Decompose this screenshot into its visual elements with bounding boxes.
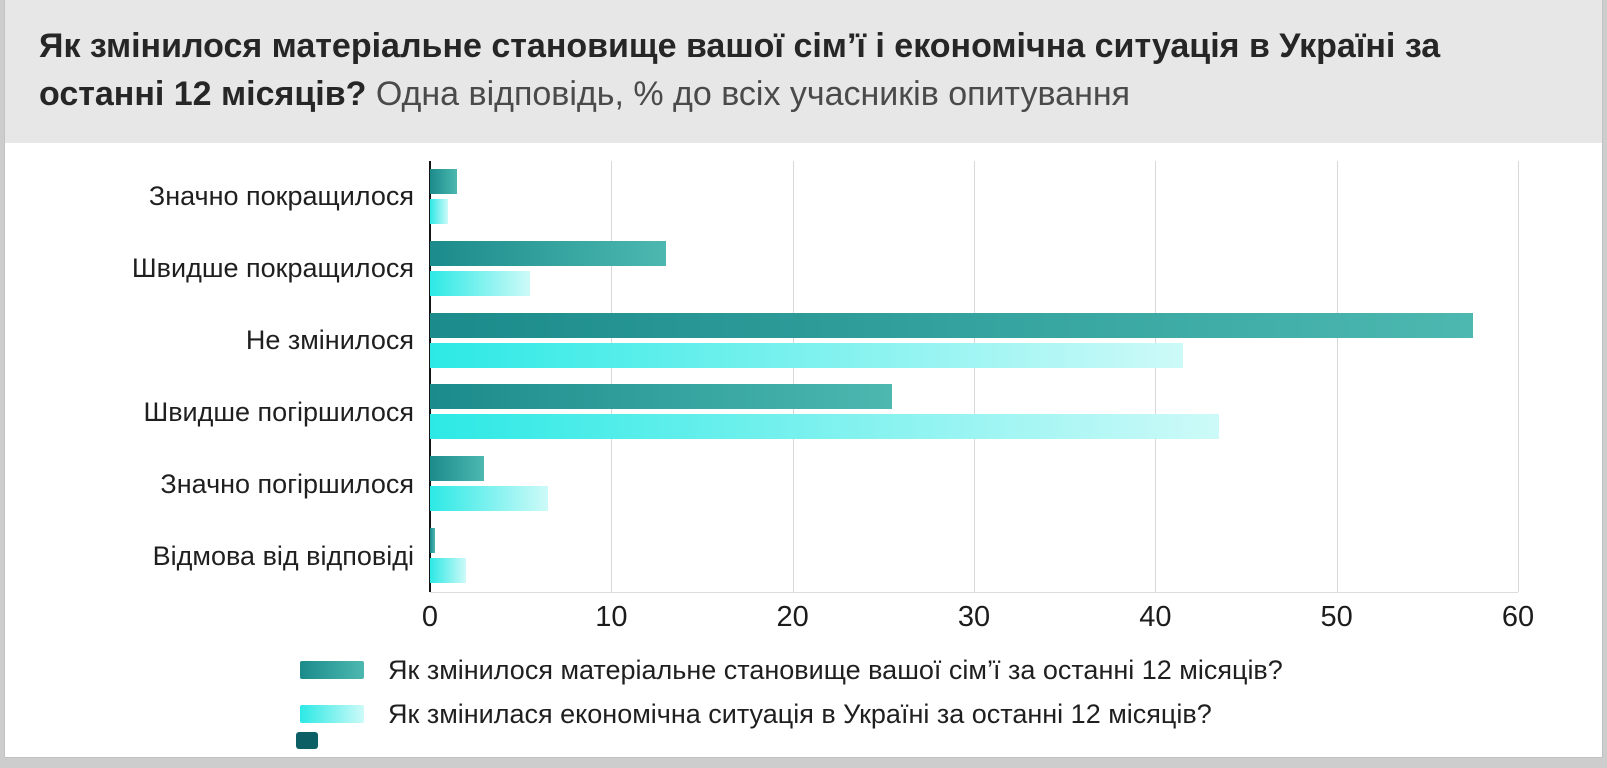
chart-title-band: Як змінилося матеріальне становище вашої… — [5, 0, 1602, 143]
bar-series-1 — [430, 168, 458, 194]
category-label: Швидше погіршилося — [143, 397, 414, 428]
legend-swatch — [300, 661, 364, 680]
bar-series-2 — [430, 558, 467, 584]
chart-title: Як змінилося матеріальне становище вашої… — [39, 27, 1441, 114]
category-label: Не змінилося — [245, 325, 414, 356]
bar-group — [430, 376, 1518, 448]
legend-swatch — [300, 705, 364, 724]
gridline — [1518, 160, 1519, 592]
x-tick-label: 60 — [1501, 600, 1535, 633]
bar-series-2 — [430, 270, 530, 296]
x-tick-label: 0 — [421, 600, 439, 633]
x-tick-label: 20 — [776, 600, 809, 633]
legend-item: Як змінилася економічна ситуація в Украї… — [300, 699, 1562, 730]
legend-label: Як змінилася економічна ситуація в Украї… — [388, 698, 1212, 729]
category-label: Швидше покращилося — [131, 253, 414, 284]
axis-zero-line — [429, 160, 431, 592]
category-label: Відмова від відповіді — [152, 541, 414, 572]
bar-series-2 — [430, 198, 449, 224]
category-label: Значно покращилося — [148, 181, 414, 212]
legend-label: Як змінилося матеріальне становище вашої… — [388, 654, 1283, 685]
plot-area — [429, 160, 1519, 593]
legend-item: Як змінилося матеріальне становище вашої… — [300, 655, 1562, 686]
chart-panel: Значно покращилося Швидше покращилося Не з… — [5, 143, 1602, 730]
chart-subtitle: Одна відповідь, % до всіх учасників опит… — [375, 75, 1131, 114]
chart-legend: Як змінилося матеріальне становище вашої… — [300, 655, 1562, 730]
chart-window: Як змінилося матеріальне становище вашої… — [4, 0, 1603, 758]
bar-series-2 — [430, 342, 1183, 368]
category-axis: Значно покращилося Швидше покращилося Не з… — [5, 161, 430, 593]
bar-group — [430, 304, 1518, 376]
x-axis: 0 10 20 30 40 50 60 — [422, 593, 1534, 639]
bar-series-1 — [430, 528, 436, 554]
gridline — [974, 160, 975, 592]
bar-series-2 — [430, 486, 548, 512]
bar-series-1 — [430, 384, 893, 410]
gridline — [611, 160, 613, 592]
x-tick-label: 50 — [1320, 600, 1353, 633]
bar-group — [430, 520, 1518, 592]
bar-group — [430, 448, 1518, 520]
gridline — [1155, 160, 1157, 592]
bar-chart: Значно покращилося Швидше покращилося Не з… — [5, 143, 1602, 639]
bar-series-1 — [430, 456, 485, 482]
x-tick-label: 40 — [1139, 600, 1172, 633]
bar-group — [430, 232, 1518, 304]
gridline — [792, 160, 794, 592]
bar-layer — [430, 161, 1518, 592]
gridline — [1336, 160, 1338, 592]
x-tick-label: 30 — [957, 600, 991, 633]
logo-mark — [296, 732, 318, 749]
bar-series-2 — [430, 414, 1219, 440]
bar-series-1 — [430, 312, 1473, 338]
category-label: Значно погіршилося — [160, 469, 414, 500]
x-tick-label: 10 — [595, 600, 628, 633]
bar-series-1 — [430, 240, 666, 266]
bar-group — [430, 161, 1518, 233]
